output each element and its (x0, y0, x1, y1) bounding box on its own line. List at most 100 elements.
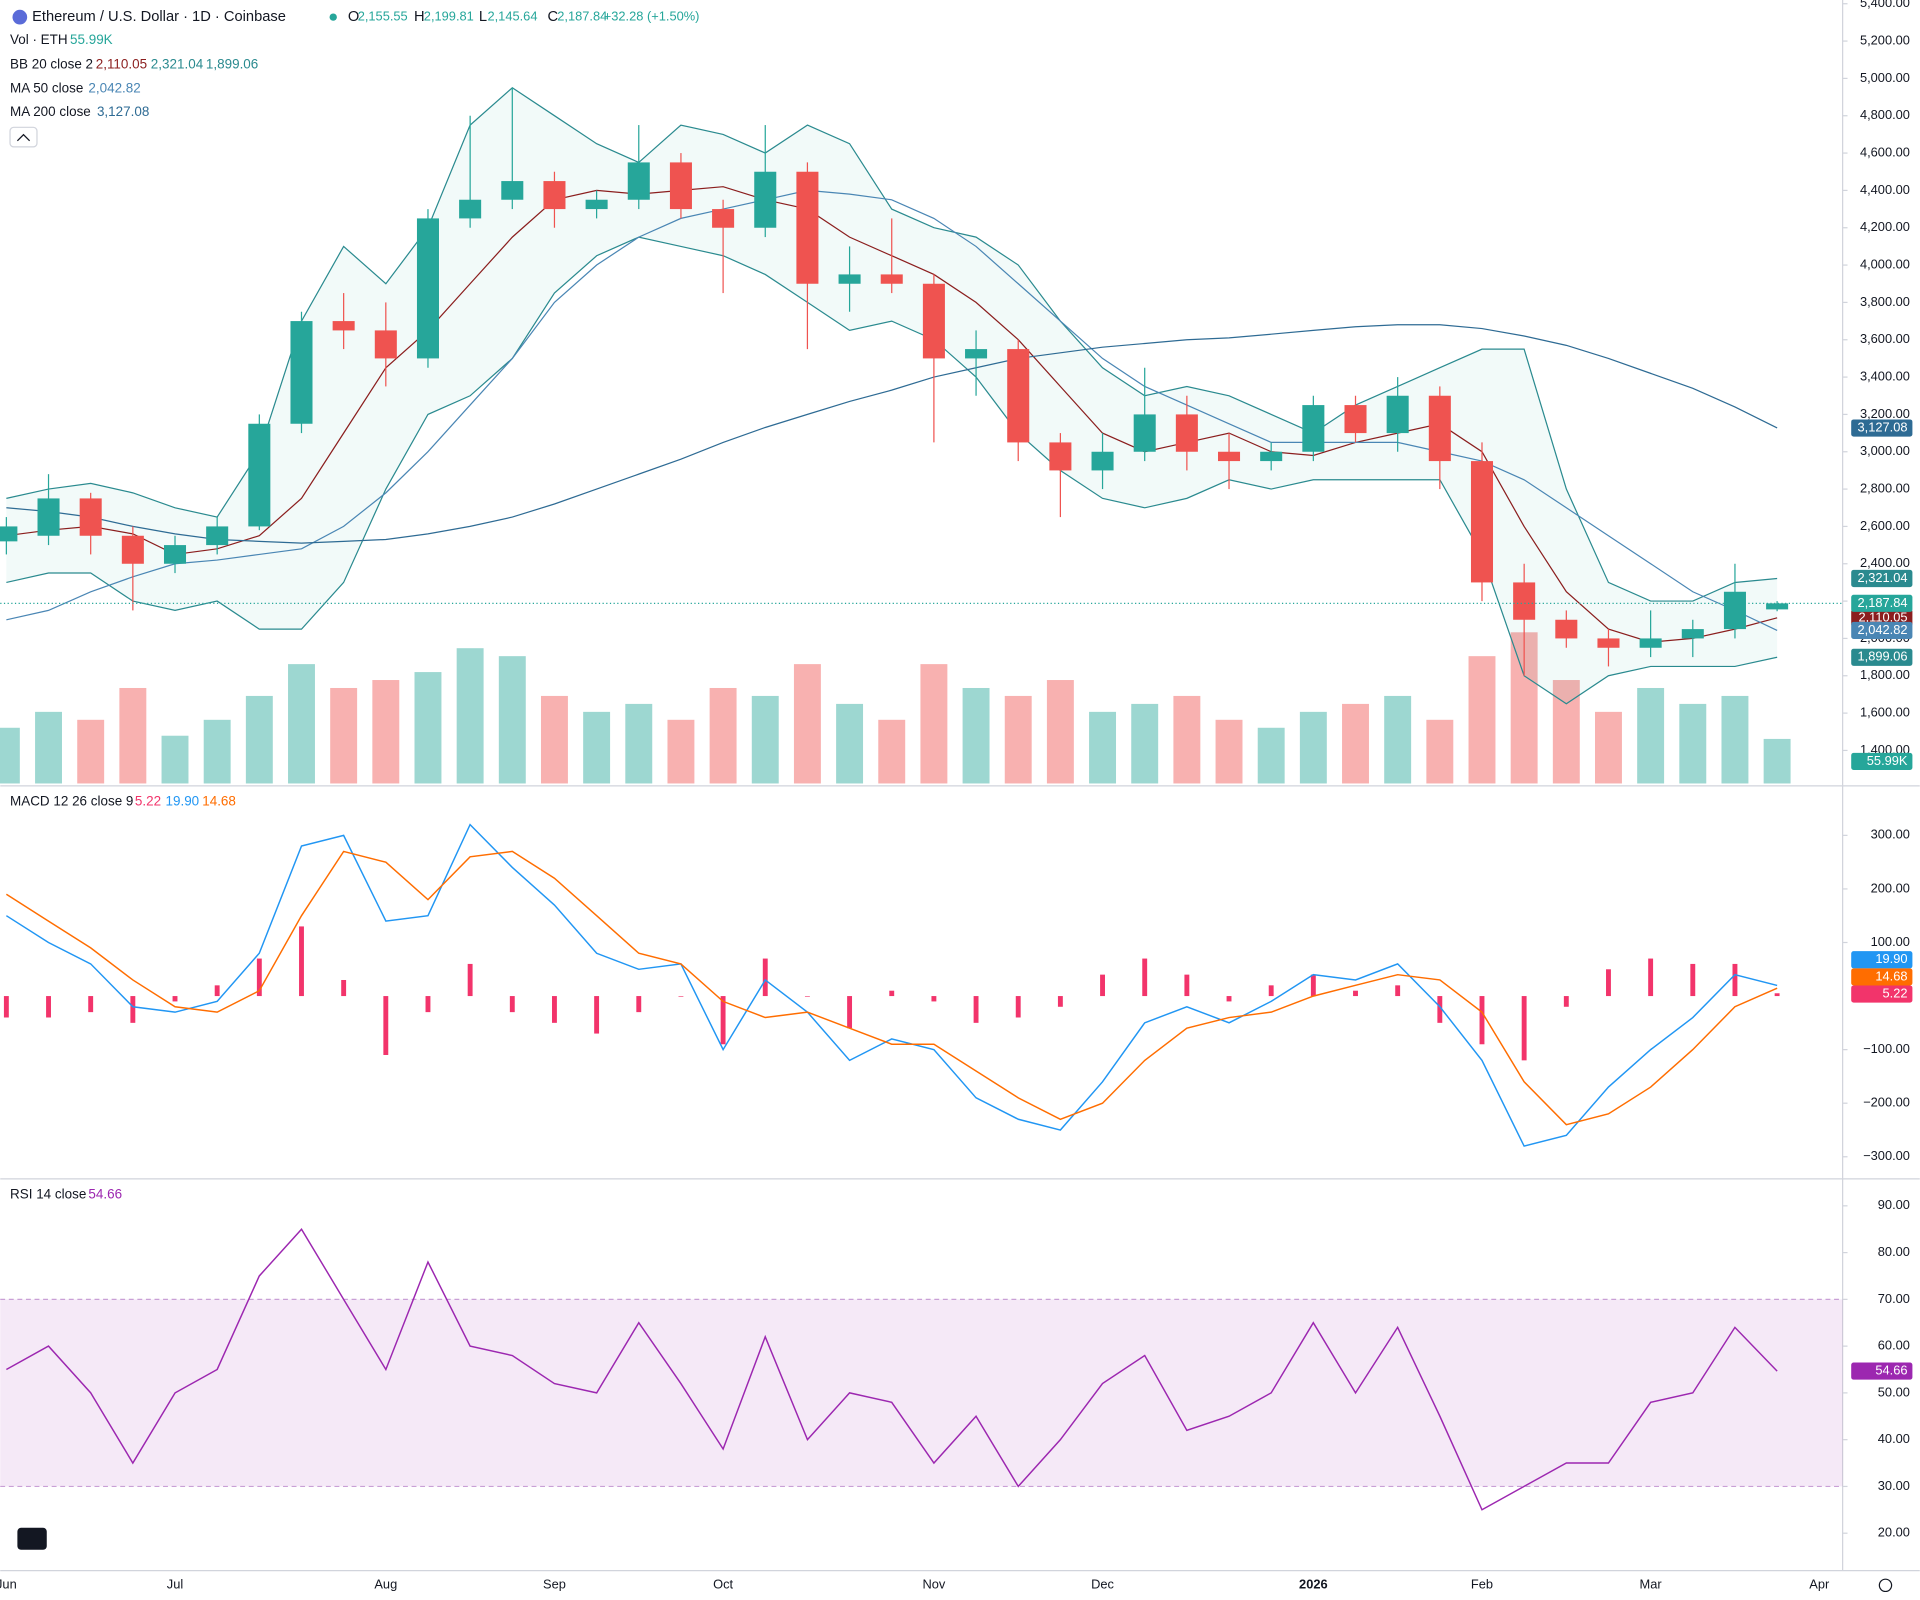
y-tick-label: 2,400.00 (1860, 555, 1910, 570)
volume-bar (414, 672, 442, 784)
x-tick-label: Nov (922, 1577, 945, 1592)
x-tick-label: Jul (167, 1577, 183, 1592)
volume-bar (1257, 727, 1285, 784)
legend-value: 2,042.82 (88, 80, 140, 95)
ohlc-value: 2,199.81 (424, 9, 474, 24)
volume-bar (1004, 695, 1032, 784)
candle-body (290, 321, 313, 424)
ohlc-key: C (547, 9, 558, 25)
x-tick-label: Dec (1091, 1577, 1114, 1592)
price-badge (1851, 419, 1913, 437)
histogram-bar (1437, 996, 1443, 1023)
candle-body (1766, 603, 1789, 610)
symbol-logo (12, 9, 28, 25)
histogram-bar (594, 996, 600, 1034)
histogram-bar (3, 996, 9, 1018)
histogram-bar (1184, 974, 1190, 997)
histogram-bar (552, 996, 557, 1023)
legend-name: MA 200 close (10, 104, 91, 119)
histogram-bar (762, 958, 768, 997)
histogram-bar (889, 990, 895, 997)
histogram-bar (1310, 974, 1316, 997)
indicator-title: RSI 14 close (10, 1186, 86, 1201)
volume-bar (751, 695, 779, 784)
candle-body (1175, 414, 1198, 452)
candle-body (1681, 629, 1704, 639)
candle-body (1049, 442, 1072, 471)
candle-body (121, 535, 144, 564)
candle-body (712, 209, 735, 228)
histogram-bar (1606, 969, 1611, 997)
ohlc-key: L (479, 9, 487, 25)
histogram-bar (1521, 996, 1527, 1061)
y-tick-label: 3,800.00 (1860, 294, 1910, 309)
volume-bar (625, 703, 653, 784)
candle-body (163, 545, 187, 564)
candle-body (1133, 414, 1156, 452)
volume-bar (1342, 703, 1369, 784)
volume-bar (0, 727, 20, 784)
candle-body (0, 526, 18, 542)
candle-body (1470, 461, 1494, 583)
volume-bar (1468, 656, 1496, 784)
candle-body (459, 199, 482, 219)
volume-bar (1089, 711, 1117, 784)
volume-bar (1046, 680, 1074, 784)
y-tick-label: 80.00 (1878, 1244, 1910, 1259)
candle-body (922, 283, 945, 359)
legend-name: Vol · ETH (10, 32, 68, 47)
volume-bar (203, 719, 231, 784)
histogram-bar (46, 996, 51, 1018)
volume-bar (709, 687, 737, 784)
legend-value: 5.22 (135, 793, 161, 808)
y-tick-label: −200.00 (1863, 1095, 1910, 1110)
y-tick-label: 5,400.00 (1860, 0, 1910, 10)
x-tick-label: Oct (713, 1577, 733, 1592)
volume-bar (667, 719, 695, 784)
collapse-button[interactable] (9, 126, 38, 148)
histogram-bar (720, 996, 726, 1045)
histogram-bar (1479, 996, 1485, 1045)
price-badge-label: 1,899.06 (1858, 649, 1908, 664)
price-badge (1851, 621, 1913, 640)
volume-bar (1299, 711, 1327, 784)
volume-bar (1131, 703, 1159, 784)
ohlc-key: O (348, 9, 359, 25)
x-tick-label: Jun (0, 1577, 17, 1592)
x-tick-label: Aug (374, 1577, 397, 1592)
y-tick-label: 4,600.00 (1860, 144, 1910, 159)
volume-bar (540, 695, 568, 784)
y-tick-label: 60.00 (1878, 1338, 1910, 1353)
volume-bar (878, 719, 906, 784)
price-badge-label: 2,321.04 (1858, 570, 1908, 585)
price-badge-label: 2,042.82 (1858, 622, 1908, 637)
candle-body (796, 171, 819, 284)
y-tick-label: 300.00 (1871, 827, 1910, 842)
candle-body (1007, 349, 1030, 443)
histogram-bar (130, 996, 136, 1023)
histogram-bar (1100, 974, 1105, 997)
histogram-bar (256, 958, 262, 997)
y-tick-label: −100.00 (1863, 1041, 1910, 1056)
legend-value: 1,899.06 (206, 56, 258, 71)
histogram-bar (383, 996, 389, 1055)
volume-bar (456, 648, 484, 784)
settings-button[interactable] (1878, 1578, 1893, 1593)
tv-logo[interactable] (17, 1527, 47, 1550)
y-tick-label: 5,200.00 (1860, 32, 1910, 47)
volume-bar (1426, 719, 1454, 784)
y-tick-label: 3,400.00 (1860, 368, 1910, 383)
candle-body (1555, 619, 1578, 639)
bollinger-fill (6, 87, 1778, 704)
y-tick-label: 4,400.00 (1860, 182, 1910, 197)
candle-body (669, 162, 692, 210)
histogram-bar (1690, 963, 1696, 997)
volume-bar (920, 664, 948, 784)
y-tick-label: 70.00 (1878, 1291, 1910, 1306)
candle-body (1302, 405, 1325, 452)
legend-value: 3,127.08 (97, 104, 149, 119)
volume-bar (793, 664, 821, 784)
volume-bar (962, 687, 990, 784)
histogram-bar (88, 996, 94, 1013)
